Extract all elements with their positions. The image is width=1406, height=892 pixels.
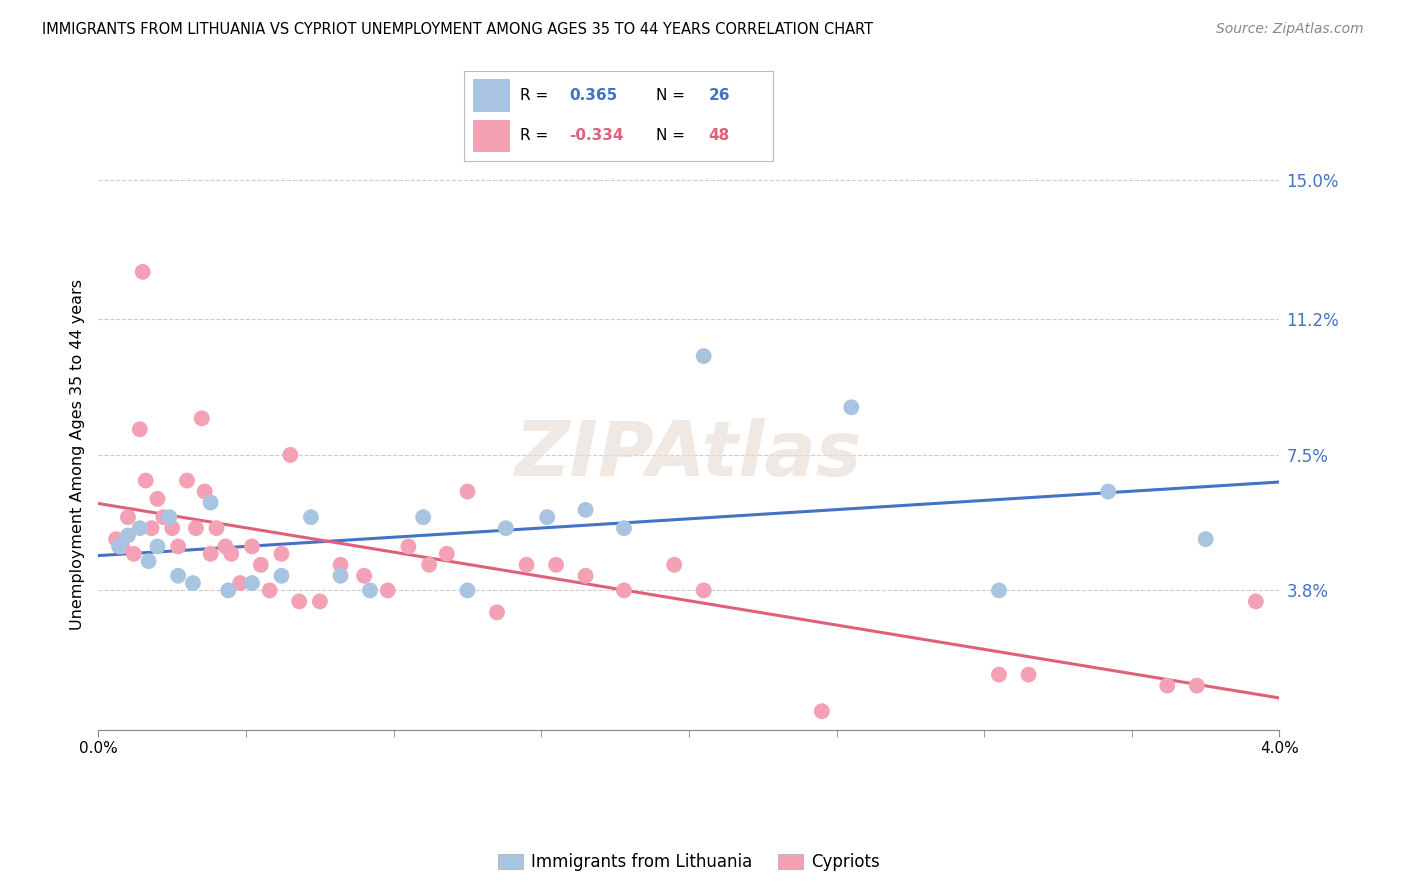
FancyBboxPatch shape <box>474 79 510 112</box>
Point <box>412 510 434 524</box>
Text: IMMIGRANTS FROM LITHUANIA VS CYPRIOT UNEMPLOYMENT AMONG AGES 35 TO 44 YEARS CORR: IMMIGRANTS FROM LITHUANIA VS CYPRIOT UNE… <box>42 22 873 37</box>
Point <box>184 521 207 535</box>
Point <box>664 558 686 572</box>
Point <box>200 495 222 509</box>
Point <box>270 568 292 582</box>
Point <box>259 583 281 598</box>
Point <box>217 583 239 598</box>
Point <box>329 558 352 572</box>
Text: 48: 48 <box>709 128 730 143</box>
Point <box>1185 679 1208 693</box>
Point <box>299 510 322 524</box>
Point <box>613 521 636 535</box>
Point <box>117 510 139 524</box>
Point <box>308 594 332 608</box>
Point <box>250 558 273 572</box>
Legend: Immigrants from Lithuania, Cypriots: Immigrants from Lithuania, Cypriots <box>492 847 886 878</box>
Point <box>105 532 128 546</box>
Text: N =: N = <box>655 88 689 103</box>
Point <box>167 568 190 582</box>
Point <box>108 540 131 554</box>
Point <box>240 540 263 554</box>
Point <box>692 583 714 598</box>
Point <box>135 474 157 488</box>
Point <box>278 448 302 462</box>
Point <box>138 554 160 568</box>
Point <box>117 528 139 542</box>
Y-axis label: Unemployment Among Ages 35 to 44 years: Unemployment Among Ages 35 to 44 years <box>69 279 84 631</box>
Text: R =: R = <box>520 88 553 103</box>
Point <box>176 474 198 488</box>
Point <box>1244 594 1267 608</box>
Point <box>536 510 558 524</box>
Point <box>146 491 169 506</box>
Point <box>613 583 636 598</box>
Point <box>270 547 292 561</box>
Point <box>194 484 217 499</box>
Point <box>162 521 183 535</box>
Point <box>132 265 155 279</box>
Point <box>128 422 150 436</box>
Point <box>146 540 169 554</box>
Point <box>200 547 222 561</box>
Point <box>692 349 714 363</box>
Point <box>353 568 375 582</box>
Point <box>288 594 311 608</box>
Point <box>229 576 252 591</box>
Point <box>418 558 440 572</box>
Point <box>128 521 150 535</box>
Text: Source: ZipAtlas.com: Source: ZipAtlas.com <box>1216 22 1364 37</box>
Point <box>1017 667 1039 681</box>
Point <box>1194 532 1216 546</box>
Point <box>436 547 458 561</box>
Point <box>1156 679 1178 693</box>
Point <box>141 521 163 535</box>
Point <box>111 540 134 554</box>
Text: N =: N = <box>655 128 689 143</box>
Point <box>219 547 242 561</box>
Point <box>205 521 228 535</box>
Point <box>810 704 832 718</box>
Point <box>574 568 596 582</box>
Point <box>181 576 204 591</box>
Text: ZIPAtlas: ZIPAtlas <box>515 418 863 491</box>
Text: 26: 26 <box>709 88 730 103</box>
Point <box>456 484 478 499</box>
Text: R =: R = <box>520 128 553 143</box>
Point <box>495 521 517 535</box>
Point <box>157 510 180 524</box>
FancyBboxPatch shape <box>474 120 510 152</box>
Text: 0.365: 0.365 <box>569 88 617 103</box>
Point <box>515 558 537 572</box>
Point <box>359 583 381 598</box>
Point <box>987 583 1010 598</box>
Point <box>214 540 236 554</box>
Point <box>546 558 568 572</box>
Point <box>122 547 145 561</box>
Text: -0.334: -0.334 <box>569 128 624 143</box>
Point <box>574 503 596 517</box>
Point <box>167 540 190 554</box>
Point <box>240 576 263 591</box>
Point <box>377 583 399 598</box>
Point <box>1097 484 1119 499</box>
Point <box>191 411 214 425</box>
Point <box>456 583 478 598</box>
Point <box>486 606 509 620</box>
Point <box>152 510 174 524</box>
Point <box>396 540 419 554</box>
Point <box>329 568 352 582</box>
Point <box>987 667 1010 681</box>
Point <box>839 401 862 415</box>
